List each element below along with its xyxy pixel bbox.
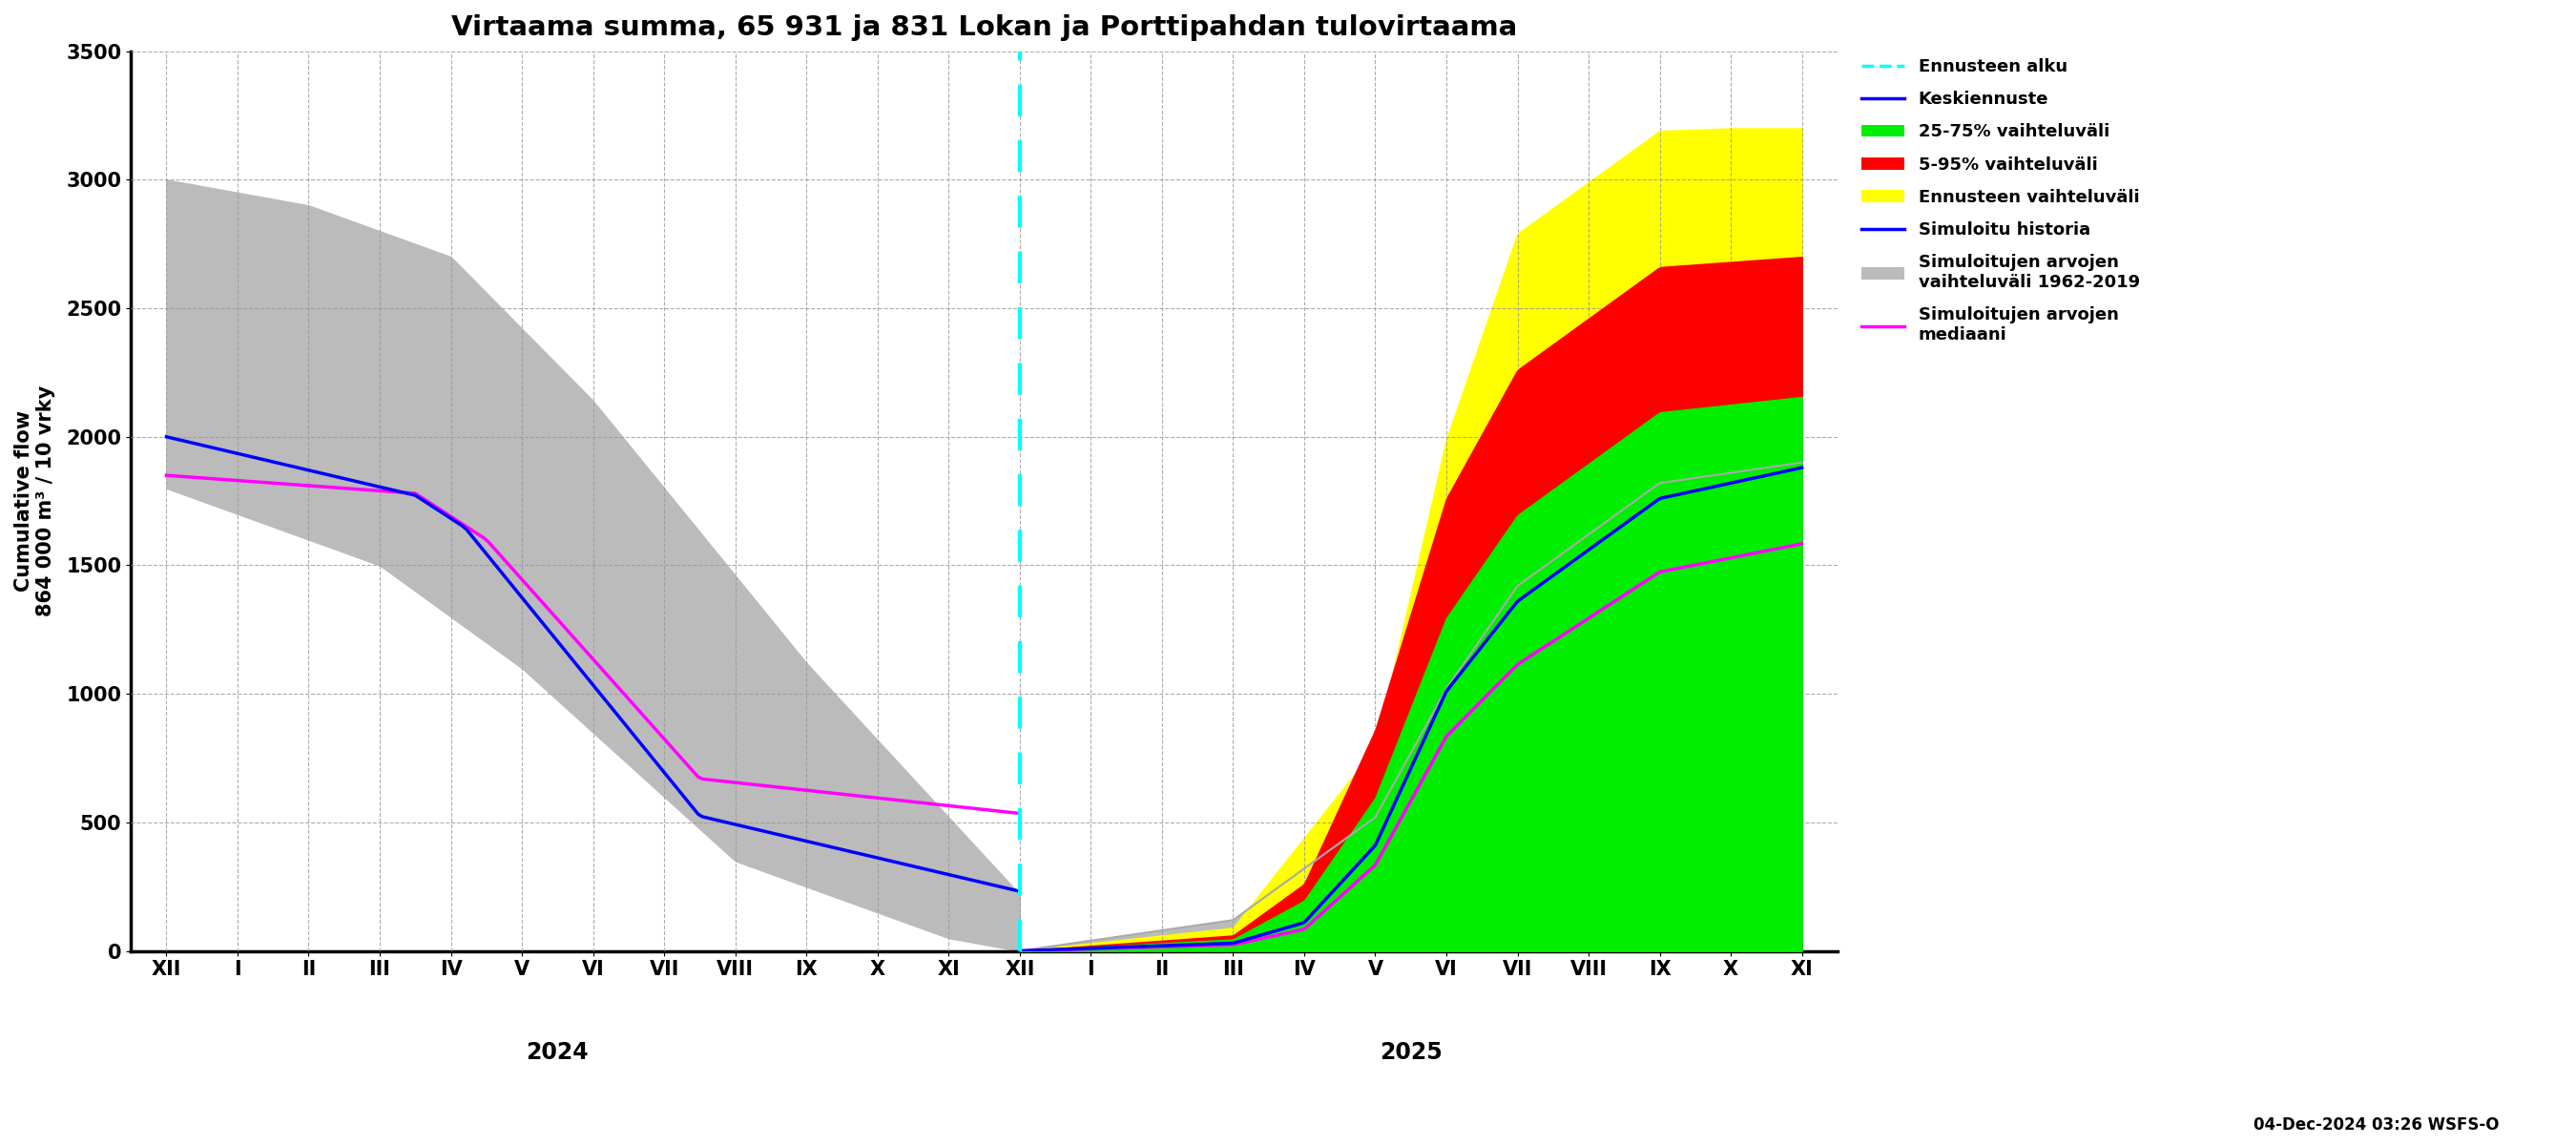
Text: 2025: 2025 [1381, 1041, 1443, 1064]
Legend: Ennusteen alku, Keskiennuste, 25-75% vaihteluväli, 5-95% vaihteluväli, Ennusteen: Ennusteen alku, Keskiennuste, 25-75% vai… [1855, 52, 2146, 350]
Text: 2024: 2024 [526, 1041, 590, 1064]
Text: 04-Dec-2024 03:26 WSFS-O: 04-Dec-2024 03:26 WSFS-O [2254, 1116, 2499, 1134]
Y-axis label: Cumulative flow
864 000 m³ / 10 vrky: Cumulative flow 864 000 m³ / 10 vrky [15, 386, 57, 617]
Title: Virtaama summa, 65 931 ja 831 Lokan ja Porttipahdan tulovirtaama: Virtaama summa, 65 931 ja 831 Lokan ja P… [451, 14, 1517, 41]
